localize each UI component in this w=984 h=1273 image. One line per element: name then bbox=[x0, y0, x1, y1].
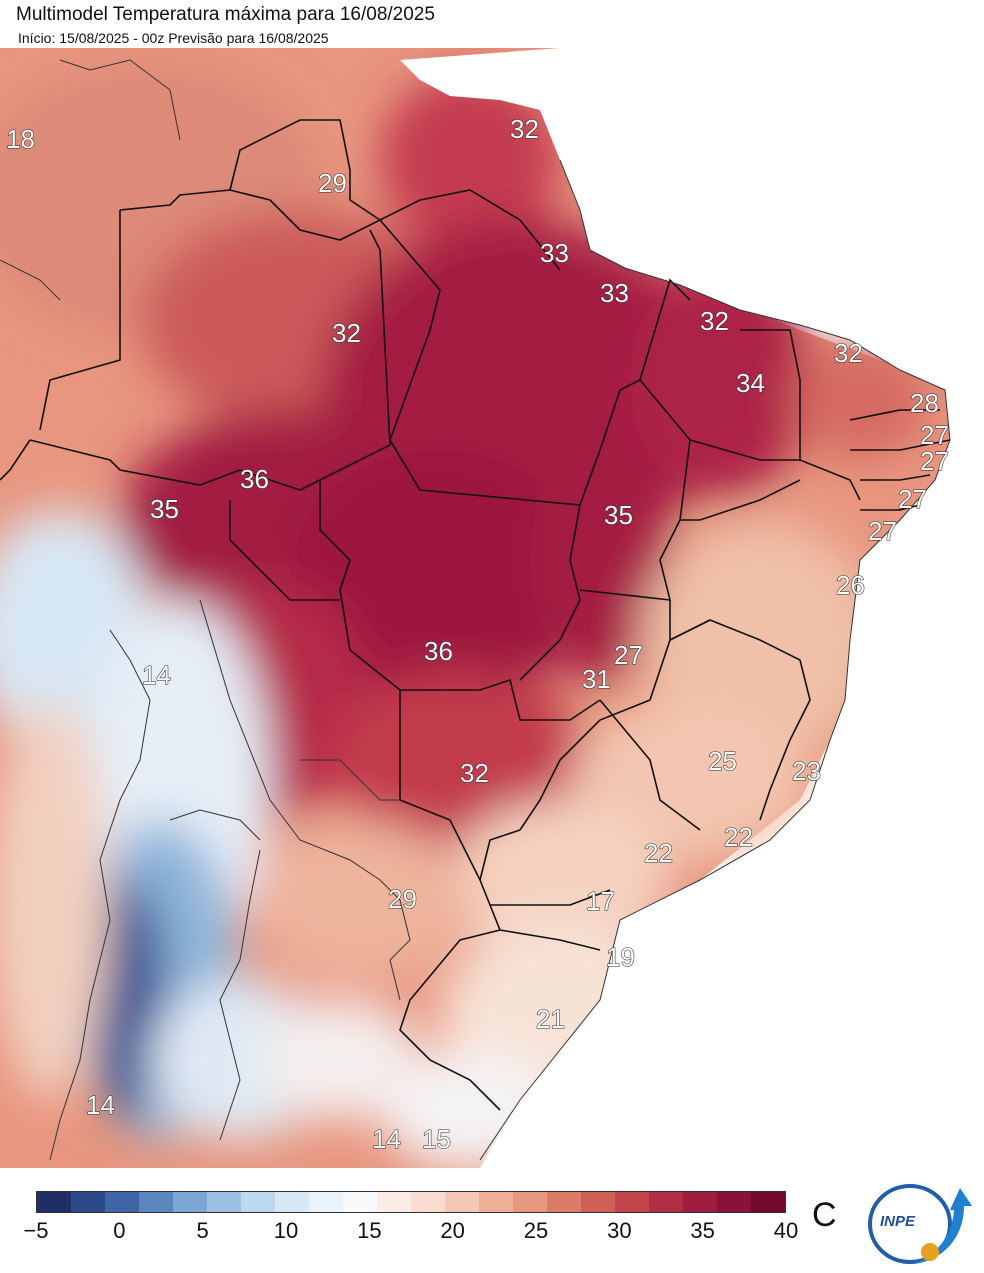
color-scale-swatch bbox=[547, 1192, 581, 1212]
color-scale-tick-label: 40 bbox=[773, 1218, 799, 1243]
color-scale-tick-label: −5 bbox=[23, 1218, 49, 1243]
color-scale-swatch bbox=[37, 1192, 71, 1212]
map-label: 32 bbox=[700, 306, 729, 336]
map-label: 34 bbox=[736, 368, 765, 398]
color-scale-tick-label: 30 bbox=[607, 1218, 632, 1243]
color-scale-swatch bbox=[445, 1192, 479, 1212]
map-label: 19 bbox=[606, 942, 635, 972]
color-scale-swatch bbox=[683, 1192, 717, 1212]
map-label: 22 bbox=[644, 838, 673, 868]
color-scale-swatch bbox=[105, 1192, 139, 1212]
temperature-map: 18 32 29 33 33 32 32 32 34 28 27 27 27 2… bbox=[0, 48, 984, 1168]
color-scale-swatch bbox=[139, 1192, 173, 1212]
map-label: 32 bbox=[510, 114, 539, 144]
map-label: 36 bbox=[240, 464, 269, 494]
color-scale-bar bbox=[36, 1191, 786, 1213]
map-label: 32 bbox=[834, 338, 863, 368]
country-borders bbox=[0, 59, 951, 1161]
color-scale-ticks: −5 0 5 10 15 20 25 30 35 40 bbox=[23, 1218, 798, 1248]
map-label: 27 bbox=[920, 420, 949, 450]
map-subtitle: Início: 15/08/2025 - 00z Previsão para 1… bbox=[18, 30, 329, 46]
color-scale-swatch bbox=[411, 1192, 445, 1212]
logo-ring bbox=[868, 1184, 952, 1264]
logo-arrow-icon bbox=[912, 1188, 972, 1264]
map-label: 32 bbox=[332, 318, 361, 348]
color-scale-swatch bbox=[377, 1192, 411, 1212]
unit-label: C bbox=[812, 1196, 837, 1234]
map-title: Multimodel Temperatura máxima para 16/08… bbox=[16, 4, 435, 25]
map-label: 17 bbox=[586, 886, 615, 916]
color-scale-tick-label: 25 bbox=[523, 1218, 549, 1243]
map-label: 27 bbox=[614, 640, 643, 670]
color-scale-swatch bbox=[751, 1192, 785, 1212]
logo-sun-icon bbox=[921, 1243, 939, 1261]
map-label: 28 bbox=[910, 388, 939, 418]
map-label: 33 bbox=[540, 238, 569, 268]
inpe-logo: INPE bbox=[868, 1184, 972, 1264]
map-label: 18 bbox=[6, 124, 35, 154]
map-label: 25 bbox=[708, 746, 737, 776]
map-label: 21 bbox=[536, 1004, 565, 1034]
state-borders bbox=[0, 119, 951, 1111]
map-label: 29 bbox=[388, 884, 417, 914]
map-label: 29 bbox=[318, 168, 347, 198]
color-scale-tick-label: 20 bbox=[440, 1218, 465, 1243]
color-scale-swatch bbox=[479, 1192, 513, 1212]
color-scale-swatch bbox=[173, 1192, 207, 1212]
map-label: 27 bbox=[920, 446, 949, 476]
map-label: 31 bbox=[582, 664, 611, 694]
map-label: 14 bbox=[86, 1090, 115, 1120]
map-label: 23 bbox=[792, 756, 821, 786]
color-scale-swatch bbox=[615, 1192, 649, 1212]
logo-text: INPE bbox=[880, 1213, 916, 1230]
color-scale-tick-label: 35 bbox=[690, 1218, 715, 1243]
map-label: 27 bbox=[868, 516, 897, 546]
color-scale-swatch bbox=[309, 1192, 343, 1212]
color-scale-swatch bbox=[207, 1192, 241, 1212]
color-scale-swatch bbox=[581, 1192, 615, 1212]
map-label: 36 bbox=[424, 636, 453, 666]
color-scale-swatch bbox=[649, 1192, 683, 1212]
color-scale-swatch bbox=[275, 1192, 309, 1212]
map-label: 22 bbox=[724, 822, 753, 852]
map-label: 14 bbox=[142, 660, 171, 690]
ocean-mask bbox=[400, 48, 984, 1168]
color-scale-swatch bbox=[343, 1192, 377, 1212]
color-scale-tick-label: 10 bbox=[273, 1218, 299, 1243]
map-label: 26 bbox=[836, 570, 865, 600]
temperature-field bbox=[0, 48, 960, 1168]
color-scale-swatch bbox=[513, 1192, 547, 1212]
map-label: 15 bbox=[422, 1124, 451, 1154]
color-scale-tick-label: 15 bbox=[357, 1218, 382, 1243]
map-label: 14 bbox=[372, 1124, 401, 1154]
color-scale-tick-label: 5 bbox=[196, 1218, 209, 1243]
map-label: 35 bbox=[150, 494, 179, 524]
temperature-labels: 18 32 29 33 33 32 32 32 34 28 27 27 27 2… bbox=[5, 113, 949, 1154]
map-label: 33 bbox=[600, 278, 629, 308]
color-scale-tick-label: 0 bbox=[113, 1218, 126, 1243]
map-label: 32 bbox=[460, 758, 489, 788]
color-scale-swatch bbox=[717, 1192, 751, 1212]
color-scale-swatch bbox=[71, 1192, 105, 1212]
map-label: 27 bbox=[898, 484, 927, 514]
map-label: 35 bbox=[604, 500, 633, 530]
color-scale-swatch bbox=[241, 1192, 275, 1212]
